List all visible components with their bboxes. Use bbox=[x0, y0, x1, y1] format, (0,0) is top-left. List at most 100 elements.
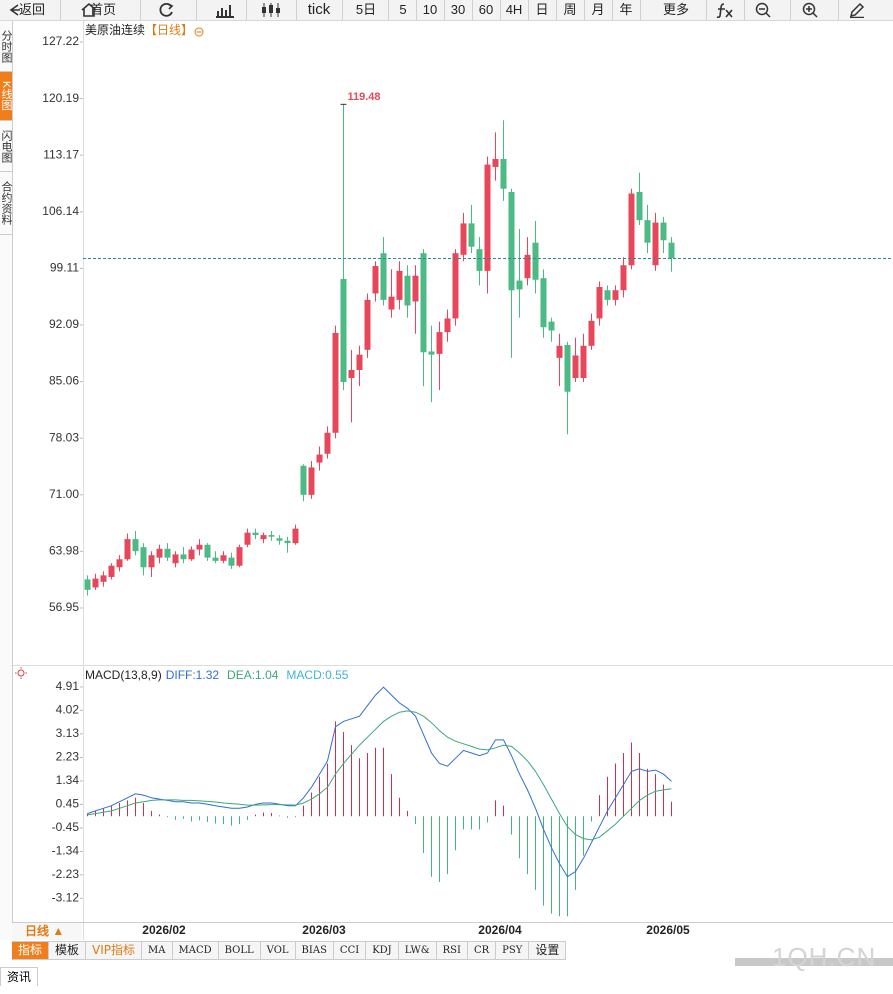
separator bbox=[140, 0, 141, 20]
separator bbox=[296, 0, 297, 20]
y-tick-label: 0.45 bbox=[56, 797, 80, 811]
candle-body bbox=[468, 223, 475, 247]
y-tick-label: 71.00 bbox=[49, 487, 79, 501]
candle-body bbox=[540, 278, 547, 328]
refresh-icon[interactable] bbox=[158, 2, 176, 18]
candle-body bbox=[444, 318, 451, 333]
indicator-tab[interactable]: MA bbox=[142, 942, 173, 959]
candle-body bbox=[612, 290, 619, 300]
macd-line bbox=[87, 710, 672, 841]
toolbar-button[interactable]: 周 bbox=[563, 2, 577, 17]
candle-body bbox=[652, 222, 659, 266]
candle-body bbox=[524, 254, 531, 279]
candle-body bbox=[380, 253, 387, 300]
indicator-tab[interactable]: KDJ bbox=[366, 942, 399, 959]
toolbar-button[interactable]: 月 bbox=[591, 2, 605, 17]
home-icon bbox=[81, 2, 97, 17]
pencil-icon[interactable] bbox=[848, 2, 866, 18]
candle-body bbox=[596, 287, 603, 319]
candle-body bbox=[244, 532, 251, 545]
candle-body bbox=[180, 554, 187, 560]
toolbar-button[interactable]: 5 bbox=[399, 2, 407, 17]
indicator-tab[interactable]: PSY bbox=[496, 942, 530, 959]
indicator-tab[interactable]: VOL bbox=[261, 942, 296, 959]
candle-body bbox=[156, 548, 163, 558]
toolbar-button[interactable]: 30 bbox=[450, 2, 466, 17]
settings-icon[interactable] bbox=[15, 667, 27, 679]
indicator-tab[interactable]: BIAS bbox=[296, 942, 334, 959]
indicator-tab[interactable]: 指标 bbox=[12, 942, 50, 959]
candle-body bbox=[508, 191, 515, 291]
indicator-tab[interactable]: 设置 bbox=[529, 942, 567, 959]
candle-body bbox=[252, 532, 259, 536]
toolbar-button[interactable]: 更多 bbox=[662, 2, 689, 17]
indicator-tab[interactable]: VIP指标 bbox=[86, 942, 143, 959]
y-tick-label: 63.98 bbox=[49, 544, 79, 558]
indicator-tab[interactable]: CR bbox=[468, 942, 497, 959]
candle-body bbox=[148, 555, 155, 568]
side-tab[interactable]: 闪电图 bbox=[0, 121, 12, 172]
y-tick-label: -3.12 bbox=[52, 890, 80, 904]
candle-body bbox=[628, 193, 635, 266]
indicator-tab[interactable]: MACD bbox=[173, 942, 219, 959]
separator bbox=[444, 0, 445, 20]
side-tab[interactable]: 合约资料 bbox=[0, 172, 12, 235]
y-tick-label: -0.45 bbox=[52, 820, 80, 834]
toolbar-button[interactable]: 返回 bbox=[18, 2, 45, 17]
y-tick-label: 127.22 bbox=[42, 34, 79, 48]
side-tab[interactable]: 分时图 bbox=[0, 21, 12, 72]
candle-body bbox=[428, 351, 435, 355]
candle-body bbox=[396, 270, 403, 300]
toolbar-button[interactable]: 4H bbox=[505, 2, 523, 17]
indicator-tab[interactable]: RSI bbox=[437, 942, 468, 959]
indicator-tab[interactable]: BOLL bbox=[219, 942, 261, 959]
side-tab[interactable]: K线图 bbox=[0, 72, 12, 121]
separator bbox=[246, 0, 247, 20]
separator bbox=[584, 0, 585, 20]
candle-body bbox=[548, 321, 555, 331]
candle-body bbox=[388, 296, 395, 310]
zoom-in-icon[interactable] bbox=[801, 2, 819, 18]
news-tab[interactable]: 资讯 bbox=[0, 967, 38, 986]
candle-body bbox=[516, 280, 523, 290]
toolbar-button[interactable]: 年 bbox=[619, 2, 633, 17]
separator bbox=[472, 0, 473, 20]
legend-entry: DIFF:1.32 bbox=[166, 668, 220, 682]
chart-title: 美原油连续 bbox=[85, 22, 145, 37]
zoom-out-icon[interactable] bbox=[754, 2, 772, 18]
candle-body bbox=[292, 528, 299, 544]
y-tick-label: 106.14 bbox=[42, 204, 79, 218]
fx-icon[interactable] bbox=[715, 2, 735, 18]
separator bbox=[416, 0, 417, 20]
separator bbox=[706, 0, 707, 20]
candle-body bbox=[236, 547, 243, 566]
candle-body bbox=[564, 344, 571, 392]
toolbar-button[interactable]: 日 bbox=[535, 2, 549, 17]
separator bbox=[60, 0, 61, 20]
indicator-tab[interactable]: LW& bbox=[399, 942, 437, 959]
candle-body bbox=[316, 454, 323, 463]
separator bbox=[790, 0, 791, 20]
bar-icon[interactable] bbox=[214, 2, 236, 18]
y-tick-label: 4.91 bbox=[56, 679, 80, 693]
candle-icon[interactable] bbox=[260, 2, 282, 18]
candle-body bbox=[404, 275, 411, 306]
toolbar-button[interactable]: 5日 bbox=[355, 2, 377, 17]
indicator-tab[interactable]: 模板 bbox=[49, 942, 87, 959]
toolbar-button[interactable]: 60 bbox=[478, 2, 494, 17]
toolbar-button[interactable]: tick bbox=[307, 1, 331, 18]
candle-body bbox=[284, 540, 291, 544]
separator bbox=[528, 0, 529, 20]
x-tick-label: 2026/04 bbox=[478, 923, 522, 937]
candle-body bbox=[332, 332, 339, 433]
candle-body bbox=[84, 579, 91, 590]
toolbar-button[interactable]: 10 bbox=[422, 2, 438, 17]
period-selector[interactable]: 日线 ▲ bbox=[12, 923, 82, 940]
x-tick-label: 2026/05 bbox=[646, 923, 690, 937]
candle-body bbox=[228, 557, 235, 566]
candle-body bbox=[212, 557, 219, 561]
candle-body bbox=[132, 539, 139, 552]
indicator-tab[interactable]: CCI bbox=[334, 942, 367, 959]
toolbar-button[interactable]: 首页 bbox=[89, 2, 116, 17]
